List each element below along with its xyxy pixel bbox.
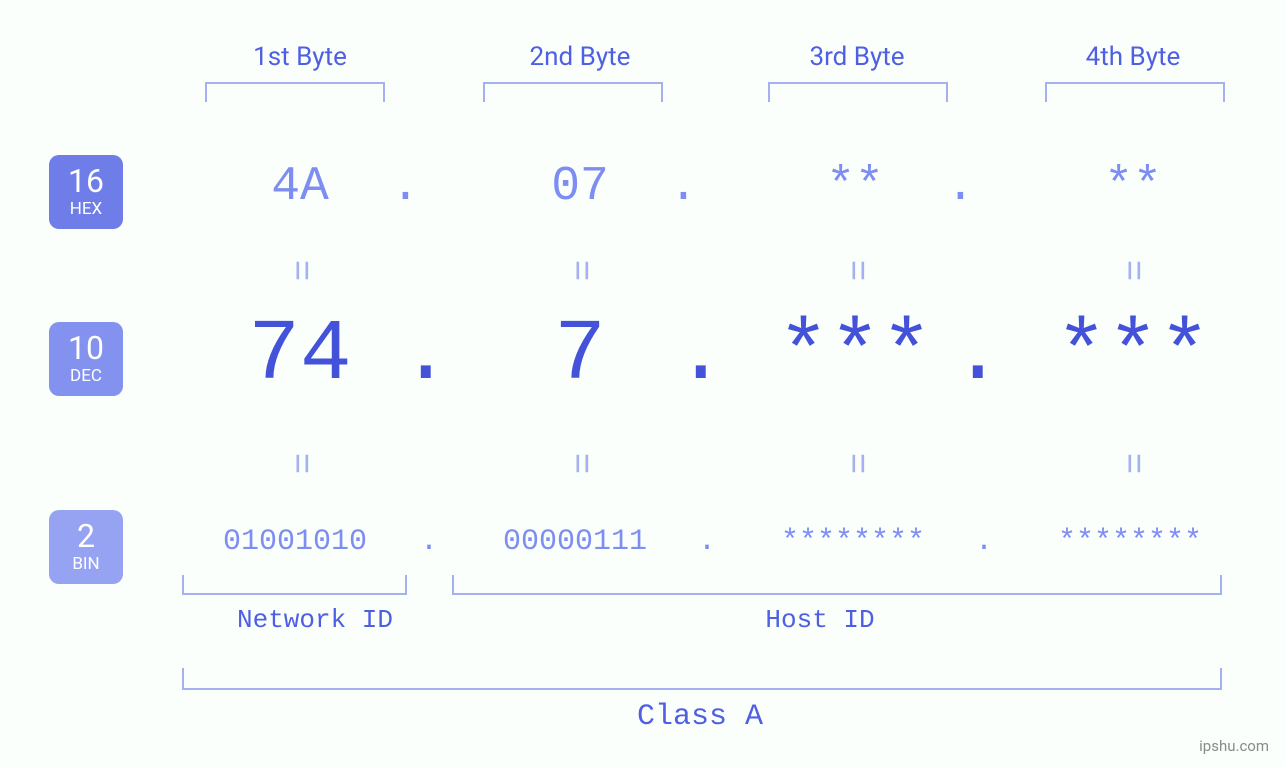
bin-dot-2: .: [698, 525, 716, 559]
dec-dot-3: .: [952, 306, 1004, 404]
hex-byte-1: 4A: [225, 160, 375, 214]
host-id-label: Host ID: [720, 605, 920, 635]
eq-hex-dec-4: =: [1112, 251, 1153, 291]
top-bracket-3: [768, 82, 948, 102]
network-id-label: Network ID: [225, 605, 405, 635]
dec-byte-1: 74: [200, 306, 400, 404]
eq-dec-bin-3: =: [836, 444, 877, 484]
host-bracket: [452, 575, 1222, 595]
dec-byte-2: 7: [480, 306, 680, 404]
class-label: Class A: [550, 700, 850, 734]
bin-badge-label: BIN: [72, 554, 99, 574]
hex-dot-2: .: [669, 160, 698, 214]
byte-header-2: 2nd Byte: [455, 42, 705, 72]
bin-badge-num: 2: [77, 520, 95, 552]
hex-badge-label: HEX: [70, 199, 102, 219]
dec-badge-num: 10: [68, 332, 104, 364]
watermark: ipshu.com: [1199, 737, 1269, 755]
top-bracket-4: [1045, 82, 1225, 102]
dec-byte-4: ***: [1033, 306, 1233, 404]
network-bracket: [182, 575, 407, 595]
bin-byte-2: 00000111: [450, 525, 700, 559]
eq-dec-bin-1: =: [280, 444, 321, 484]
hex-byte-2: 07: [505, 160, 655, 214]
bin-badge: 2 BIN: [49, 510, 123, 584]
dec-badge-label: DEC: [70, 366, 102, 386]
class-bracket: [182, 668, 1222, 690]
byte-header-3: 3rd Byte: [732, 42, 982, 72]
dec-badge: 10 DEC: [49, 322, 123, 396]
bin-dot-1: .: [420, 525, 438, 559]
hex-dot-3: .: [946, 160, 975, 214]
top-bracket-2: [483, 82, 663, 102]
bin-byte-4: ********: [1005, 525, 1255, 559]
hex-dot-1: .: [391, 160, 420, 214]
bin-byte-1: 01001010: [170, 525, 420, 559]
dec-dot-1: .: [400, 306, 452, 404]
top-bracket-1: [205, 82, 385, 102]
hex-badge-num: 16: [68, 165, 104, 197]
byte-header-1: 1st Byte: [175, 42, 425, 72]
dec-dot-2: .: [675, 306, 727, 404]
ip-diagram: 1st Byte 2nd Byte 3rd Byte 4th Byte 16 H…: [0, 0, 1285, 767]
hex-byte-3: **: [780, 160, 930, 214]
hex-badge: 16 HEX: [49, 155, 123, 229]
eq-dec-bin-2: =: [560, 444, 601, 484]
bin-dot-3: .: [975, 525, 993, 559]
eq-hex-dec-3: =: [836, 251, 877, 291]
eq-hex-dec-2: =: [560, 251, 601, 291]
bin-byte-3: ********: [728, 525, 978, 559]
eq-dec-bin-4: =: [1112, 444, 1153, 484]
hex-byte-4: **: [1058, 160, 1208, 214]
eq-hex-dec-1: =: [280, 251, 321, 291]
dec-byte-3: ***: [755, 306, 955, 404]
byte-header-4: 4th Byte: [1008, 42, 1258, 72]
